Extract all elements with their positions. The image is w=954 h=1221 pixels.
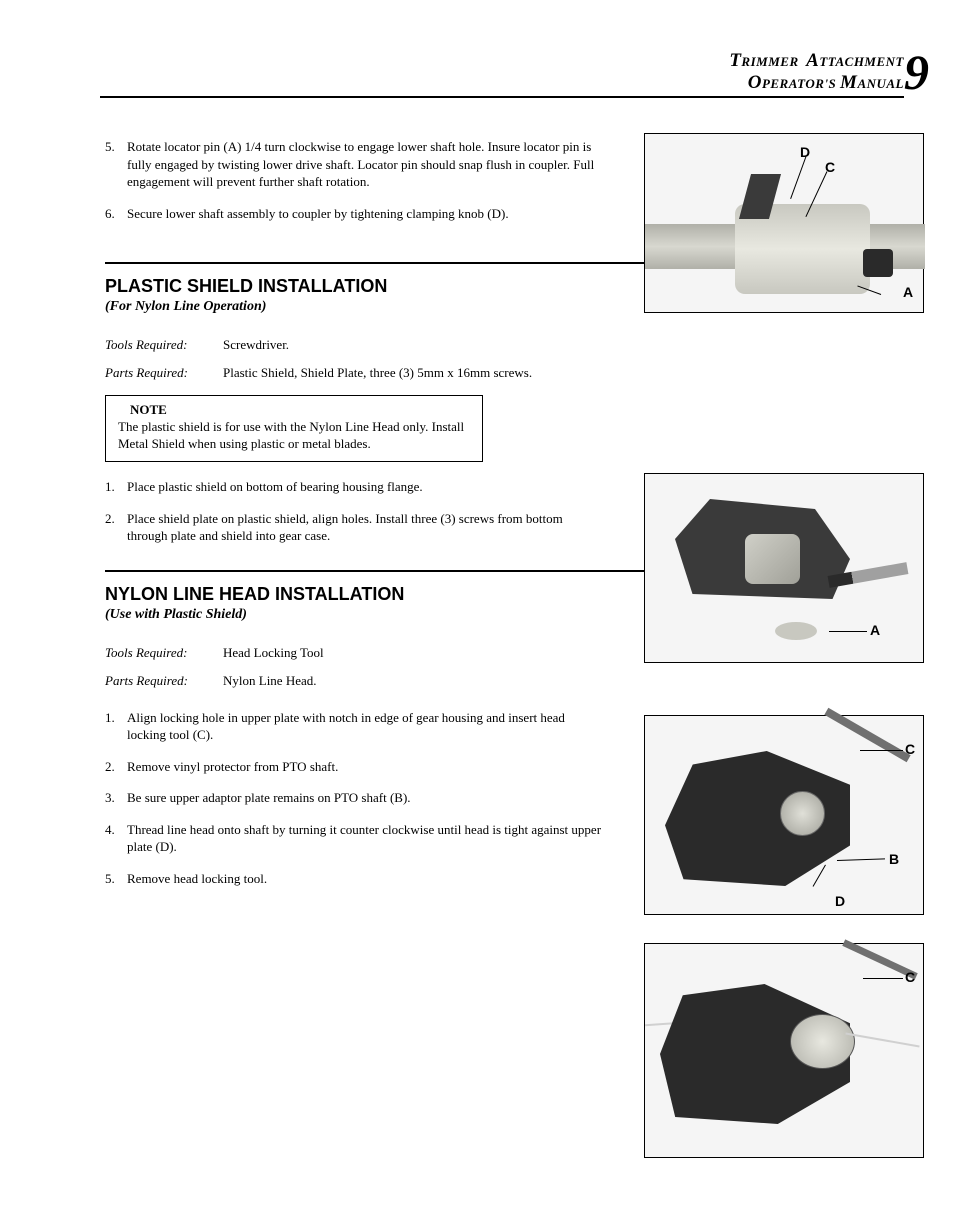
note-title: NOTE: [130, 402, 470, 418]
note-box: NOTE The plastic shield is for use with …: [105, 395, 483, 462]
step-item: 3. Be sure upper adaptor plate remains o…: [105, 789, 605, 807]
step-item: 6. Secure lower shaft assembly to couple…: [105, 205, 605, 223]
figure-shield-install: A: [644, 473, 924, 663]
leader-line: [829, 631, 867, 632]
step-number: 2.: [105, 510, 127, 545]
figure-knob-shape: [863, 249, 893, 277]
note-text: The plastic shield is for use with the N…: [118, 419, 470, 453]
step-text: Remove head locking tool.: [127, 870, 605, 888]
parts-required-text: Nylon Line Head.: [223, 673, 580, 689]
leader-line: [790, 156, 806, 199]
tools-required-label: Tools Required:: [105, 337, 223, 353]
page-number: 9: [904, 43, 929, 101]
step-item: 5. Remove head locking tool.: [105, 870, 605, 888]
figure-label-b: B: [889, 851, 899, 867]
header-divider: [100, 96, 904, 98]
step-text: Place plastic shield on bottom of bearin…: [127, 478, 605, 496]
top-steps: 5. Rotate locator pin (A) 1/4 turn clock…: [105, 138, 605, 222]
step-text: Thread line head onto shaft by turning i…: [127, 821, 605, 856]
parts-required-row: Parts Required: Plastic Shield, Shield P…: [105, 365, 580, 381]
tools-required-label: Tools Required:: [105, 645, 223, 661]
step-item: 1. Align locking hole in upper plate wit…: [105, 709, 605, 744]
section2-steps: 1. Align locking hole in upper plate wit…: [105, 709, 605, 888]
step-number: 6.: [105, 205, 127, 223]
step-number: 2.: [105, 758, 127, 776]
step-text: Remove vinyl protector from PTO shaft.: [127, 758, 605, 776]
page-header: TRIMMER ATTACHMENT OPERATOR'S MANUAL: [100, 50, 924, 94]
step-item: 5. Rotate locator pin (A) 1/4 turn clock…: [105, 138, 605, 191]
figure-label-a: A: [870, 622, 880, 638]
tools-required-text: Screwdriver.: [223, 337, 580, 353]
header-title-line1: TRIMMER ATTACHMENT: [100, 50, 904, 72]
figure-coupler: D C A: [644, 133, 924, 313]
step-number: 4.: [105, 821, 127, 856]
parts-required-label: Parts Required:: [105, 365, 223, 381]
figure-gear-shape: [745, 534, 800, 584]
step-number: 1.: [105, 478, 127, 496]
figure-tool-shape: [824, 708, 910, 762]
figure-line-head: C: [644, 943, 924, 1158]
leader-line: [863, 978, 903, 979]
step-item: 1. Place plastic shield on bottom of bea…: [105, 478, 605, 496]
tools-required-row: Tools Required: Screwdriver.: [105, 337, 580, 353]
figure-line-shape: [845, 1033, 919, 1048]
step-number: 3.: [105, 789, 127, 807]
step-item: 2. Remove vinyl protector from PTO shaft…: [105, 758, 605, 776]
step-item: 4. Thread line head onto shaft by turnin…: [105, 821, 605, 856]
step-text: Be sure upper adaptor plate remains on P…: [127, 789, 605, 807]
tools-required-row: Tools Required: Head Locking Tool: [105, 645, 580, 661]
step-item: 2. Place shield plate on plastic shield,…: [105, 510, 605, 545]
figure-plate-shape: [775, 622, 817, 640]
step-text: Rotate locator pin (A) 1/4 turn clockwis…: [127, 138, 605, 191]
step-number: 5.: [105, 870, 127, 888]
figure-label-c: C: [905, 741, 915, 757]
parts-required-label: Parts Required:: [105, 673, 223, 689]
figure-label-c: C: [905, 969, 915, 985]
step-text: Align locking hole in upper plate with n…: [127, 709, 605, 744]
leader-line: [813, 865, 826, 887]
step-number: 5.: [105, 138, 127, 191]
parts-required-row: Parts Required: Nylon Line Head.: [105, 673, 580, 689]
header-title-line2: OPERATOR'S MANUAL: [100, 72, 904, 94]
leader-line: [860, 750, 903, 751]
tools-required-text: Head Locking Tool: [223, 645, 580, 661]
figure-gear-housing: C B D: [644, 715, 924, 915]
section1-steps: 1. Place plastic shield on bottom of bea…: [105, 478, 605, 545]
figure-hub-shape: [780, 791, 825, 836]
figure-label-d: D: [835, 893, 845, 909]
step-text: Secure lower shaft assembly to coupler b…: [127, 205, 605, 223]
step-number: 1.: [105, 709, 127, 744]
parts-required-text: Plastic Shield, Shield Plate, three (3) …: [223, 365, 580, 381]
leader-line: [837, 858, 885, 861]
step-text: Place shield plate on plastic shield, al…: [127, 510, 605, 545]
figure-label-a: A: [903, 284, 913, 300]
figure-head-shape: [790, 1014, 855, 1069]
